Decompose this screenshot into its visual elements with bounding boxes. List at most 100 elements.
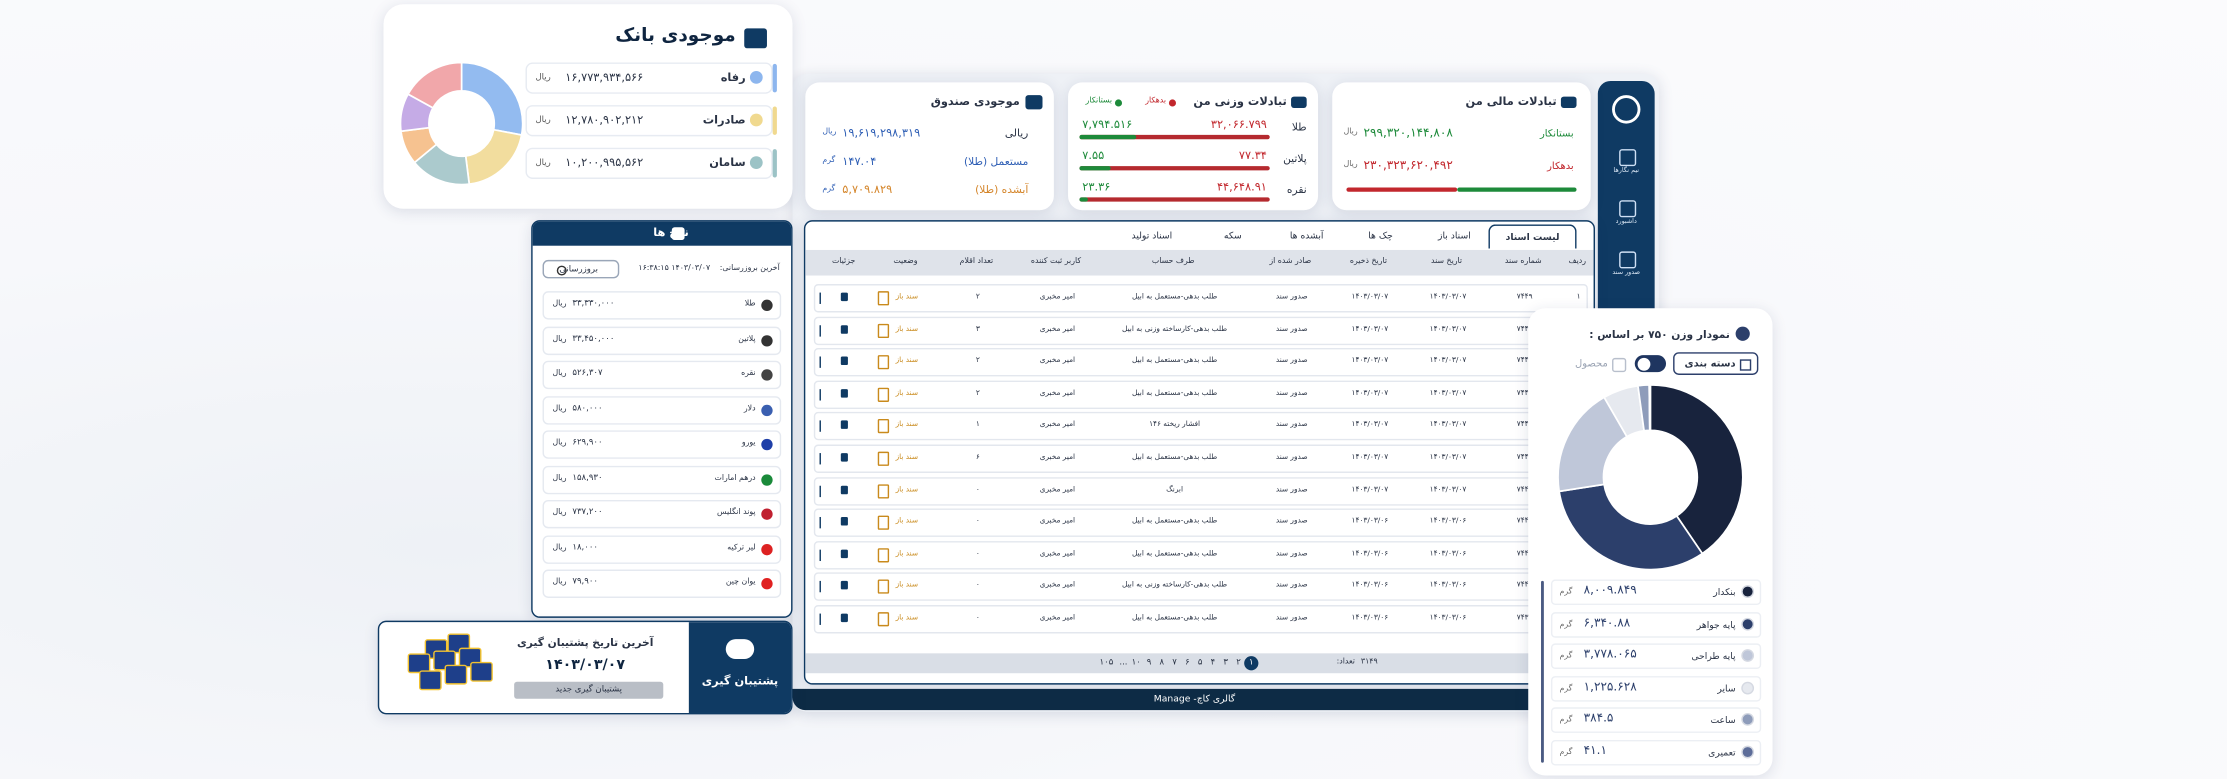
product-icon bbox=[1612, 357, 1627, 373]
status-icon bbox=[877, 355, 890, 370]
rate-name: یوان چین bbox=[725, 578, 756, 587]
cell: ۶ bbox=[975, 453, 980, 462]
page-button[interactable]: ۳ bbox=[1219, 656, 1233, 670]
donut-slice bbox=[1649, 384, 1744, 555]
row-amount: ۵,۷۰۹.۸۲۹ bbox=[842, 183, 893, 197]
switch-knob bbox=[1636, 357, 1650, 370]
donut-slice bbox=[1648, 384, 1652, 432]
detail-icon bbox=[840, 613, 848, 623]
cell: ۱۴۰۳/۰۳/۰۷ bbox=[1429, 453, 1467, 462]
legend-unit: گرم bbox=[1559, 652, 1573, 661]
row-unit: ریال bbox=[822, 127, 837, 137]
tab[interactable]: لیست اسناد bbox=[1488, 224, 1577, 249]
cell: ۱۴۰۳/۰۳/۰۷ bbox=[1429, 485, 1467, 494]
cell: ۳ bbox=[975, 324, 980, 334]
server-block bbox=[470, 661, 493, 682]
debit-value: ۷۷.۳۴ bbox=[1238, 149, 1267, 162]
page-number: ... bbox=[1119, 657, 1128, 668]
status-icon bbox=[877, 323, 890, 338]
sidebar-label: نیم نگارها bbox=[1613, 167, 1640, 175]
column-header: تاریخ ذخیره bbox=[1349, 257, 1388, 266]
column-header: طرف حساب bbox=[1151, 257, 1195, 266]
tab[interactable]: سکه bbox=[1196, 224, 1270, 247]
page-button[interactable]: ۲ bbox=[1231, 656, 1245, 670]
flag bbox=[761, 473, 773, 486]
cell: امیر مخبری bbox=[1039, 613, 1076, 623]
category-toggle[interactable]: دسته بندی bbox=[1673, 352, 1759, 375]
menu-icon bbox=[818, 388, 821, 401]
fund-card: موجودی صندوق ریالی ۱۹,۶۱۹,۲۹۸,۳۱۹ ریال مستعم… bbox=[805, 82, 1054, 211]
page-button[interactable]: ۱ bbox=[1244, 656, 1259, 671]
server-illustration bbox=[396, 631, 507, 708]
bar-credit bbox=[1079, 134, 1137, 140]
cell: امیر مخبری bbox=[1039, 549, 1076, 558]
page-number: ۹ bbox=[1146, 657, 1152, 668]
cell: ۱۴۰۳/۰۳/۰۷ bbox=[1429, 420, 1467, 430]
donut-slice bbox=[464, 128, 523, 186]
page-button[interactable]: ... bbox=[1116, 656, 1130, 670]
tab-label: اسناد تولید bbox=[1131, 230, 1173, 242]
cell: ۱۴۰۳/۰۳/۰۷ bbox=[1351, 485, 1389, 494]
legend-value: ۶,۳۴۰.۸۸ bbox=[1583, 615, 1631, 631]
icon bbox=[1291, 96, 1307, 108]
tab-label: چک ها bbox=[1368, 230, 1393, 242]
cell: امیر مخبری bbox=[1039, 485, 1076, 494]
tab-label: لیست اسناد bbox=[1505, 231, 1560, 243]
status-icon bbox=[877, 451, 890, 466]
bar-debit bbox=[1079, 197, 1270, 202]
sidebar-label: صدور سند bbox=[1612, 269, 1641, 277]
legend-dot bbox=[1168, 99, 1177, 107]
backup-card: پشتیبان گیری آخرین تاریخ پشتیبان گیری ۱۴۰۳… bbox=[377, 620, 793, 715]
cell: ۱۴۰۳/۰۳/۰۶ bbox=[1351, 581, 1389, 590]
page-button[interactable]: ۴ bbox=[1206, 656, 1220, 670]
tab[interactable]: اسناد باز bbox=[1417, 224, 1491, 247]
cell: امیر مخبری bbox=[1039, 292, 1076, 302]
cell: امیر مخبری bbox=[1039, 581, 1076, 590]
row-label: بستانکار bbox=[1539, 127, 1574, 140]
row-unit: گرم bbox=[822, 184, 836, 194]
column-header: صادر شده از bbox=[1269, 257, 1312, 266]
chart-icon bbox=[1735, 326, 1750, 341]
column-header: وضعیت bbox=[893, 257, 918, 266]
legend-row: سایر ۱,۲۲۵.۶۲۸ گرم bbox=[1550, 675, 1762, 702]
menu-icon bbox=[818, 292, 821, 304]
count-value: ۳۱۴۹ bbox=[1360, 657, 1378, 667]
page-button[interactable]: ۶ bbox=[1180, 656, 1194, 670]
tab[interactable]: چک ها bbox=[1344, 224, 1418, 247]
menu-icon bbox=[818, 549, 821, 561]
cell: صدور سند bbox=[1275, 388, 1308, 398]
cell: سند باز bbox=[895, 292, 919, 302]
legend-row: پایه طراحی ۳,۷۷۸.۰۶۵ گرم bbox=[1550, 643, 1762, 670]
page-button[interactable]: ۵ bbox=[1193, 656, 1207, 670]
detail-icon bbox=[840, 485, 848, 494]
rate-name: دلار bbox=[743, 404, 756, 413]
tab[interactable]: اسناد تولید bbox=[1108, 224, 1196, 247]
legend-label: بدهکار bbox=[1145, 96, 1167, 106]
menu-icon bbox=[818, 485, 821, 497]
switch[interactable] bbox=[1634, 355, 1667, 373]
page-button[interactable]: ۸ bbox=[1155, 656, 1169, 670]
page-button[interactable]: ۱۰ bbox=[1129, 656, 1143, 670]
tab[interactable]: آبشده ها bbox=[1270, 224, 1344, 247]
donut-chart bbox=[399, 61, 524, 186]
page-number: ۷ bbox=[1172, 657, 1177, 668]
column-header: ردیف bbox=[1568, 257, 1587, 266]
menu-icon bbox=[818, 581, 821, 593]
row-label: ریالی bbox=[1004, 126, 1029, 140]
sidebar-label: داشبورد bbox=[1615, 218, 1637, 226]
menu-icon bbox=[818, 420, 821, 433]
backup-button[interactable]: پشتیبان گیری جدید bbox=[514, 681, 664, 699]
refresh-button[interactable]: بروزرسانی bbox=[542, 259, 620, 279]
cell: ۲ bbox=[975, 292, 980, 302]
page-button[interactable]: ۷ bbox=[1167, 656, 1181, 670]
balance-bar-credit bbox=[1457, 187, 1577, 192]
cell: ۷۴۴۹ bbox=[1516, 292, 1533, 302]
page-button[interactable]: ۹ bbox=[1142, 656, 1156, 670]
page-number: ۱۰ bbox=[1131, 657, 1141, 668]
page-button[interactable]: ۱۰۵ bbox=[1099, 656, 1114, 670]
cell: طلب بدهی-مستعمل به ابیل bbox=[1131, 388, 1218, 398]
server-block bbox=[444, 664, 468, 685]
